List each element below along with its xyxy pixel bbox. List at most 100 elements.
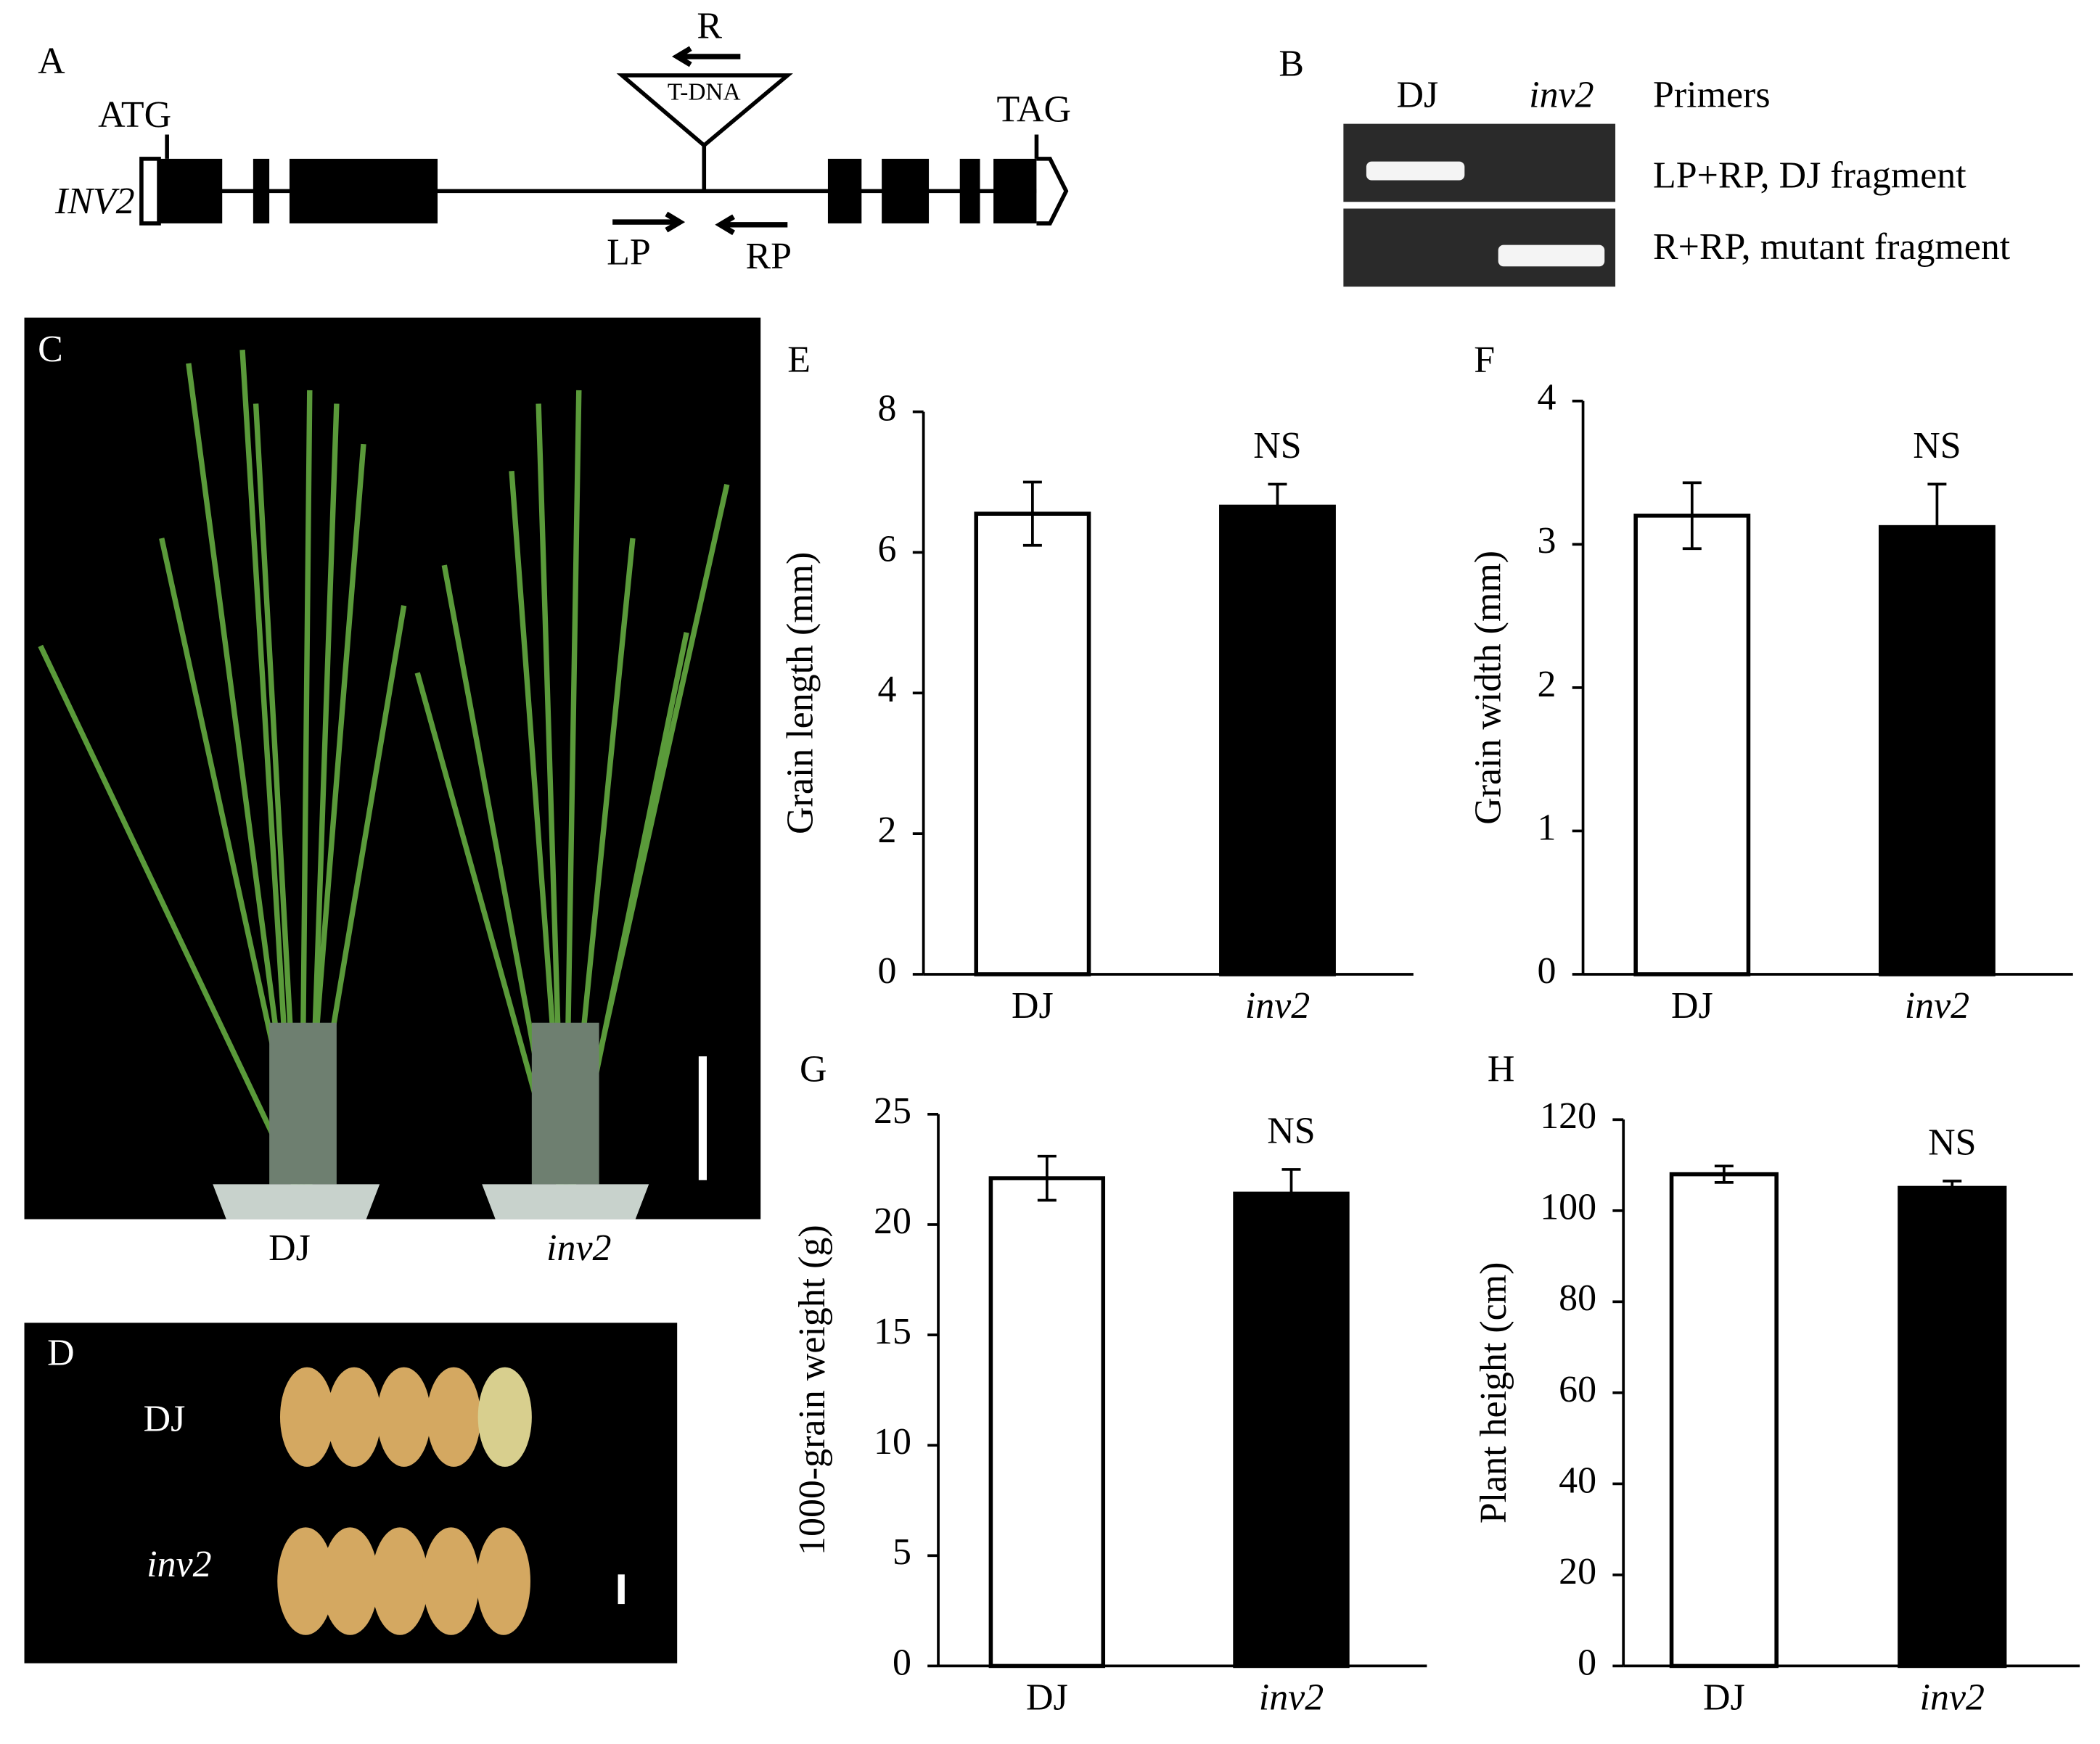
annotation: NS bbox=[1253, 425, 1301, 466]
y-tick-label: 15 bbox=[874, 1311, 911, 1352]
y-tick-label: 80 bbox=[1559, 1278, 1596, 1319]
x-tick-label: DJ bbox=[1012, 985, 1054, 1027]
pot bbox=[213, 1184, 380, 1219]
x-tick-label: DJ bbox=[1671, 985, 1713, 1027]
y-tick-label: 0 bbox=[878, 950, 897, 992]
primer-arrow bbox=[671, 46, 741, 67]
error-bar bbox=[1037, 1154, 1057, 1202]
y-tick-label: 0 bbox=[1578, 1642, 1596, 1683]
error-bar bbox=[1927, 482, 1947, 572]
y-axis-label: Plant height (cm) bbox=[1473, 1262, 1514, 1524]
bar-chart: G 1000-grain weight (g) 0 5 10 15 20 25 DJ inv2 NS bbox=[792, 1048, 1427, 1719]
y-tick-label: 0 bbox=[893, 1642, 911, 1683]
y-tick-label: 0 bbox=[1537, 950, 1556, 992]
gel: B DJ inv2 Primers LP+RP, DJ fragment R+R… bbox=[1279, 44, 2011, 287]
panel-label: C bbox=[38, 329, 63, 370]
x-tick-label: inv2 bbox=[1259, 1677, 1324, 1719]
error-bar bbox=[1281, 1168, 1301, 1219]
bar-chart: E Grain length (mm) 0 2 4 6 8 DJ inv2 NS bbox=[779, 340, 1414, 1027]
gene-name: INV2 bbox=[54, 181, 135, 222]
y-axis-label: 1000-grain weight (g) bbox=[792, 1225, 833, 1555]
exon bbox=[289, 158, 438, 223]
y-tick-label: 3 bbox=[1537, 520, 1556, 562]
x-tick-label: DJ bbox=[1026, 1677, 1068, 1719]
error-bar bbox=[1943, 1180, 1962, 1196]
panel-label: B bbox=[1279, 44, 1304, 85]
photo-background bbox=[24, 317, 761, 1219]
exon bbox=[993, 158, 1037, 223]
annotation: NS bbox=[1913, 425, 1961, 466]
bar bbox=[1898, 1185, 2007, 1669]
y-tick-label: 20 bbox=[874, 1201, 911, 1242]
y-tick-label: 6 bbox=[878, 528, 897, 569]
y-tick-label: 4 bbox=[878, 669, 897, 710]
gel-band bbox=[1366, 161, 1465, 181]
primer-label: RP bbox=[746, 236, 792, 277]
exon bbox=[159, 158, 223, 223]
stems bbox=[269, 1022, 337, 1185]
y-tick-label: 2 bbox=[878, 810, 897, 851]
t-dna-triangle bbox=[616, 73, 793, 148]
panel-label: G bbox=[800, 1048, 827, 1090]
bar bbox=[988, 1176, 1106, 1669]
y-tick-label: 20 bbox=[1559, 1551, 1596, 1592]
grains bbox=[277, 1367, 532, 1635]
error-bar bbox=[1682, 481, 1702, 551]
scale-bar bbox=[698, 1056, 707, 1180]
bar bbox=[1878, 525, 1996, 976]
plant-photo: C DJ inv2 bbox=[24, 317, 761, 1269]
y-axis-label: Grain width (mm) bbox=[1467, 551, 1509, 825]
grain-photo: D DJ inv2 bbox=[24, 1323, 678, 1663]
x-tick-label: DJ bbox=[1703, 1677, 1745, 1719]
y-tick-label: 2 bbox=[1537, 664, 1556, 705]
error-bar bbox=[1022, 480, 1042, 547]
panel-label: D bbox=[47, 1333, 74, 1374]
x-tick-label: inv2 bbox=[1920, 1677, 1985, 1719]
lane-label: inv2 bbox=[1529, 74, 1594, 115]
exon bbox=[959, 158, 980, 223]
y-tick-label: 40 bbox=[1559, 1460, 1596, 1501]
plant bbox=[38, 350, 730, 1185]
y-tick-label: 4 bbox=[1537, 377, 1556, 419]
exon bbox=[253, 158, 270, 223]
lane-label: DJ bbox=[1397, 74, 1439, 115]
exon bbox=[827, 158, 862, 223]
genotype-label: inv2 bbox=[147, 1544, 211, 1585]
gel-row-label: R+RP, mutant fragment bbox=[1653, 226, 2011, 268]
utr bbox=[1036, 157, 1069, 226]
y-tick-label: 1 bbox=[1537, 807, 1556, 848]
exon bbox=[882, 158, 930, 223]
y-tick-label: 100 bbox=[1540, 1187, 1596, 1228]
insert-label: T-DNA bbox=[668, 79, 741, 106]
stop-codon: TAG bbox=[996, 89, 1071, 131]
error-bar bbox=[1268, 482, 1287, 531]
gene-diagram: A INV2 ATG TAG T-DNA R LP RP bbox=[38, 6, 1071, 277]
y-tick-label: 5 bbox=[893, 1531, 911, 1573]
bar bbox=[1219, 504, 1336, 976]
utr bbox=[139, 157, 161, 226]
bar bbox=[1233, 1191, 1350, 1669]
y-tick-label: 120 bbox=[1540, 1095, 1596, 1137]
pot bbox=[482, 1184, 649, 1219]
panel-label: F bbox=[1474, 340, 1495, 381]
stems bbox=[531, 1022, 599, 1185]
y-tick-label: 25 bbox=[874, 1090, 911, 1132]
gel-row-label: LP+RP, DJ fragment bbox=[1653, 155, 1966, 197]
bar bbox=[1669, 1172, 1779, 1669]
scale-bar bbox=[618, 1574, 625, 1605]
error-bar bbox=[1714, 1164, 1734, 1184]
y-tick-label: 8 bbox=[878, 388, 897, 429]
x-tick-label: inv2 bbox=[1245, 985, 1310, 1027]
y-axis-label: Grain length (mm) bbox=[779, 552, 821, 834]
panel-label: H bbox=[1488, 1048, 1515, 1090]
primer-label: LP bbox=[607, 231, 651, 273]
x-tick-label: inv2 bbox=[1905, 985, 1969, 1027]
genotype-label: inv2 bbox=[546, 1227, 611, 1269]
primer-arrow bbox=[715, 214, 788, 236]
panel-label: A bbox=[38, 41, 65, 82]
primer-arrow bbox=[612, 211, 686, 233]
genotype-label: DJ bbox=[144, 1399, 186, 1440]
genotype-label: DJ bbox=[268, 1227, 311, 1269]
annotation: NS bbox=[1928, 1122, 1976, 1164]
